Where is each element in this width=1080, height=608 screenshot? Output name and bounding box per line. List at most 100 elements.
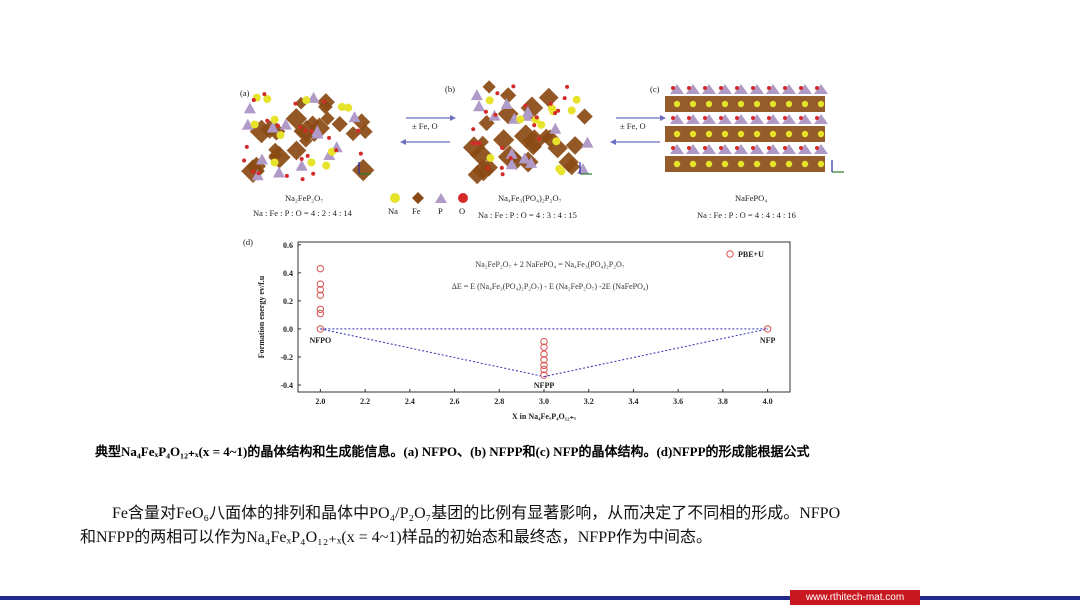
po4-tetrahedron bbox=[750, 144, 764, 154]
o-atom bbox=[735, 116, 739, 120]
o-atom bbox=[671, 146, 675, 150]
o-atom bbox=[815, 116, 819, 120]
atom-legend-icons bbox=[390, 192, 468, 204]
fe-octahedron bbox=[469, 143, 493, 166]
p-tetrahedron bbox=[256, 153, 269, 165]
fe-octahedron bbox=[520, 96, 544, 120]
crystal-structure-c bbox=[665, 84, 844, 173]
o-atom bbox=[799, 116, 803, 120]
na-atom bbox=[557, 167, 566, 176]
fe-octahedron bbox=[308, 117, 330, 139]
data-point bbox=[316, 291, 325, 299]
o-atom bbox=[799, 86, 803, 90]
na-atom bbox=[337, 102, 346, 111]
po4-tetrahedron bbox=[686, 114, 700, 124]
na-atom bbox=[801, 160, 809, 168]
x-tick-label: 2.6 bbox=[450, 397, 460, 406]
na-atom bbox=[721, 100, 729, 108]
o-atom bbox=[495, 91, 500, 96]
na-atom bbox=[817, 130, 825, 138]
o-atom bbox=[719, 116, 723, 120]
po4-tetrahedron bbox=[782, 114, 796, 124]
p-tetrahedron bbox=[505, 147, 518, 159]
po4-tetrahedron bbox=[702, 144, 716, 154]
x-tick-label: 2.8 bbox=[494, 397, 504, 406]
o-atom bbox=[671, 116, 675, 120]
convex-hull-line bbox=[543, 328, 768, 378]
fe-octahedron bbox=[482, 80, 496, 94]
na-atom bbox=[263, 94, 272, 103]
na-atom bbox=[785, 160, 793, 168]
fe-octahedron bbox=[331, 116, 348, 133]
x-tick-label: 2.0 bbox=[315, 397, 325, 406]
na-atom bbox=[753, 100, 761, 108]
o-atom bbox=[508, 155, 513, 160]
p-tetrahedron bbox=[307, 91, 320, 103]
o-atom bbox=[500, 172, 505, 177]
po4-tetrahedron bbox=[814, 84, 828, 94]
x-tick-label: 3.4 bbox=[628, 397, 638, 406]
o-atom bbox=[751, 116, 755, 120]
o-atom bbox=[687, 146, 691, 150]
fe-octahedron bbox=[576, 108, 593, 125]
na-atom bbox=[705, 160, 713, 168]
na-atom bbox=[673, 100, 681, 108]
na-atom bbox=[567, 106, 576, 115]
point-annotation: NFP bbox=[760, 336, 776, 345]
y-tick-label: -0.2 bbox=[280, 353, 293, 362]
fe-octahedron bbox=[286, 140, 307, 161]
o-atom bbox=[485, 166, 490, 171]
na-atom bbox=[673, 160, 681, 168]
po4-tetrahedron bbox=[798, 114, 812, 124]
o-atom bbox=[298, 125, 303, 130]
x-tick-label: 2.4 bbox=[405, 397, 415, 406]
o-atom bbox=[242, 158, 247, 163]
o-atom bbox=[751, 86, 755, 90]
na-atom bbox=[737, 100, 745, 108]
y-tick-label: 0.4 bbox=[283, 269, 293, 278]
p-tetrahedron bbox=[470, 89, 483, 101]
po4-tetrahedron bbox=[782, 144, 796, 154]
o-atom bbox=[500, 145, 505, 150]
po4-tetrahedron bbox=[798, 84, 812, 94]
na-atom bbox=[689, 130, 697, 138]
fe-octahedron bbox=[493, 129, 515, 151]
po4-tetrahedron bbox=[814, 144, 828, 154]
o-atom bbox=[783, 86, 787, 90]
po4-tetrahedron bbox=[702, 84, 716, 94]
p-tetrahedron bbox=[473, 100, 486, 112]
po4-tetrahedron bbox=[734, 114, 748, 124]
fe-octahedron bbox=[476, 135, 489, 149]
na-atom bbox=[689, 100, 697, 108]
x-tick-label: 3.8 bbox=[718, 397, 728, 406]
o-atom bbox=[244, 144, 249, 149]
na-atom bbox=[705, 100, 713, 108]
axis-triad bbox=[358, 162, 371, 175]
o-atom bbox=[562, 96, 567, 101]
na-atom bbox=[769, 160, 777, 168]
fe-octahedra-layer bbox=[665, 156, 825, 172]
figure-caption: 典型Na₄FeₓP₄O₁₂₊ₓ(x = 4~1)的晶体结构和生成能信息。(a) … bbox=[95, 444, 810, 459]
o-atom bbox=[767, 86, 771, 90]
na-atom bbox=[737, 160, 745, 168]
x-tick-label: 3.2 bbox=[584, 397, 594, 406]
arrow-ab-label: ± Fe, O bbox=[412, 121, 438, 131]
y-axis-label: Formation energy ev/f.u bbox=[257, 275, 266, 358]
po4-tetrahedron bbox=[718, 84, 732, 94]
fe-octahedron bbox=[352, 158, 375, 182]
po4-tetrahedron bbox=[718, 144, 732, 154]
fe-octahedron bbox=[345, 126, 361, 142]
data-point bbox=[316, 280, 325, 288]
data-point bbox=[540, 343, 548, 351]
paragraph-line-1: Fe含量对FeO₆八面体的排列和晶体中PO₄/P₂O₇基团的比例有显著影响，从而… bbox=[112, 505, 841, 522]
equation-2: ΔE = E (Na₄Fe₃(PO₄)₂P₂O₇) - E (Na₂FeP₂O₇… bbox=[451, 282, 649, 291]
fe-octahedra-layer bbox=[665, 96, 825, 112]
p-tetrahedron bbox=[279, 118, 292, 130]
data-point bbox=[316, 325, 325, 333]
na-atom bbox=[785, 130, 793, 138]
o-atom bbox=[783, 116, 787, 120]
o-atom bbox=[511, 84, 516, 89]
x-axis-label: X in Na₄FeₓP₄O₁₂₊ₓ bbox=[512, 412, 577, 421]
o-atom bbox=[534, 115, 539, 120]
p-tetrahedron bbox=[505, 158, 518, 170]
